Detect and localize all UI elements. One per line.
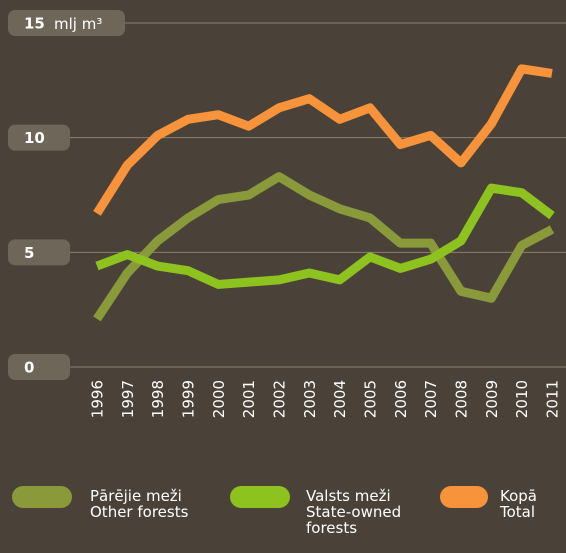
x-tick-label: 1999 [180,380,198,418]
x-tick-label: 2004 [331,380,349,418]
legend-swatch [12,486,72,508]
tick-box [8,10,125,36]
tick-box [8,239,70,266]
y-tick-label: 10 [24,129,45,147]
legend-label: Kopā Total [500,487,537,521]
y-tick-label: 15 [24,15,45,33]
x-tick-label: 2010 [513,380,531,418]
x-tick-label: 2000 [210,380,228,418]
x-tick-label: 2008 [453,380,471,418]
x-tick-label: 2005 [362,380,380,418]
series-line [95,183,555,289]
tick-box [8,354,70,380]
x-tick-label: 2002 [271,380,289,418]
x-tick-label: 2011 [544,380,562,418]
series-line [93,172,555,322]
x-tick-label: 1998 [149,380,167,418]
legend-label: Valsts meži State-owned forests [306,487,402,537]
x-tick-label: 2007 [422,380,440,418]
tick-box [8,124,70,151]
x-tick-label: 1996 [89,380,107,418]
unit-text: mlj m³ [54,15,102,33]
x-tick-label: 2003 [301,380,319,418]
legend-label: Pārējie meži Other forests [90,487,189,521]
y-unit: mlj m³ [54,15,102,33]
series-line [93,64,553,216]
legend-swatch [440,486,488,508]
y-tick-label: 5 [24,244,34,262]
x-tick-label: 2006 [392,380,410,418]
x-tick-label: 1997 [119,380,137,418]
x-tick-label: 2001 [240,380,258,418]
x-tick-label: 2009 [483,380,501,418]
y-tick-label: 0 [24,359,34,377]
legend-swatch [230,486,290,508]
